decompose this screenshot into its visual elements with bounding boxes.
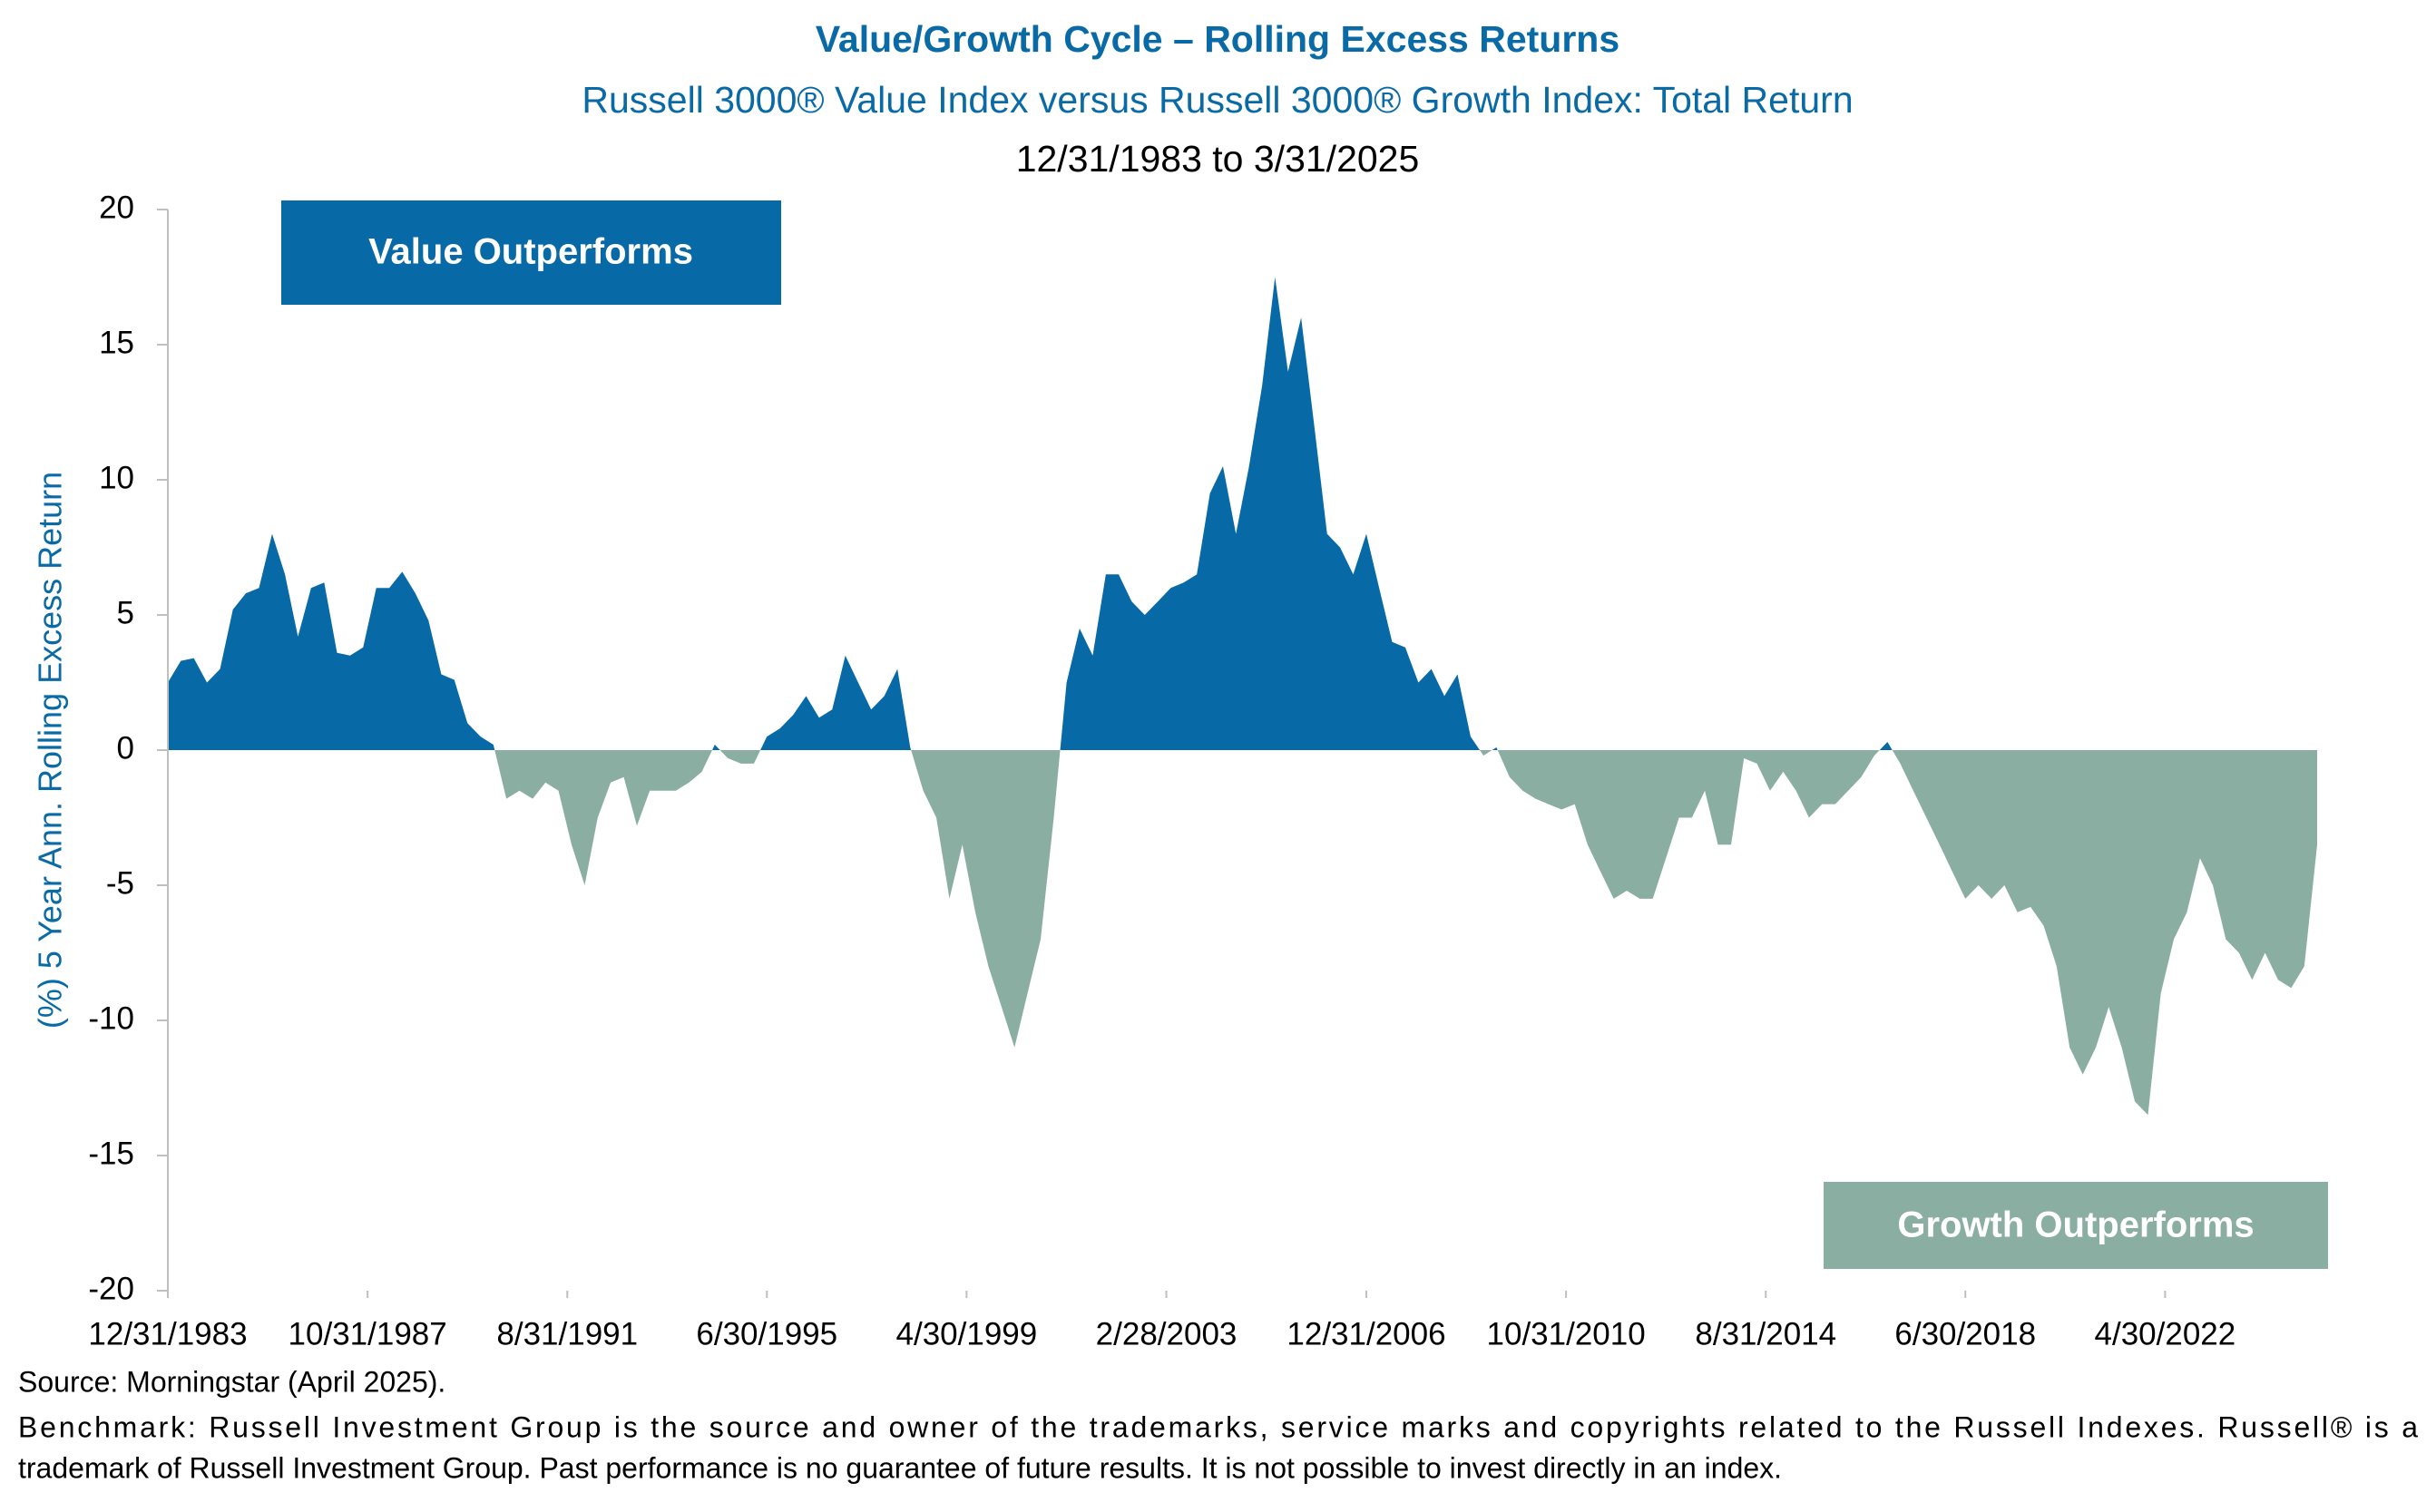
- x-tick-label: 2/28/2003: [1096, 1316, 1238, 1351]
- area-positive: [168, 277, 2317, 750]
- chart-subtitle: Russell 3000® Value Index versus Russell…: [582, 79, 1853, 121]
- y-tick-label: 20: [99, 190, 134, 225]
- chart-title: Value/Growth Cycle – Rolling Excess Retu…: [816, 18, 1619, 60]
- x-tick-label: 6/30/1995: [696, 1316, 837, 1351]
- y-tick-label: -5: [106, 865, 134, 901]
- x-tick-label: 8/31/2014: [1695, 1316, 1836, 1351]
- x-tick-label: 4/30/2022: [2095, 1316, 2236, 1351]
- annotation-box: [281, 200, 781, 305]
- y-tick-label: -20: [88, 1271, 134, 1306]
- y-tick-label: 0: [117, 730, 134, 766]
- x-tick-label: 12/31/2006: [1286, 1316, 1445, 1351]
- annotation-box: [1824, 1182, 2328, 1269]
- x-tick-label: 6/30/2018: [1894, 1316, 2036, 1351]
- footnote: trademark of Russell Investment Group. P…: [18, 1451, 1782, 1484]
- date-range: 12/31/1983 to 3/31/2025: [1016, 138, 1420, 180]
- y-tick-label: 15: [99, 325, 134, 360]
- y-tick-label: 5: [117, 595, 134, 630]
- footnote: Benchmark: Russell Investment Group is t…: [18, 1410, 2418, 1443]
- y-tick-label: -10: [88, 1000, 134, 1036]
- y-tick-label: -15: [88, 1136, 134, 1171]
- x-tick-label: 10/31/1987: [289, 1316, 447, 1351]
- x-tick-label: 10/31/2010: [1487, 1316, 1646, 1351]
- y-tick-label: 10: [99, 460, 134, 495]
- annotation: Growth Outperforms: [1897, 1205, 2254, 1245]
- y-axis-label: (%) 5 Year Ann. Rolling Excess Return: [32, 472, 69, 1029]
- x-tick-label: 12/31/1983: [88, 1316, 247, 1351]
- footnote: Source: Morningstar (April 2025).: [18, 1365, 445, 1398]
- x-tick-label: 4/30/1999: [896, 1316, 1038, 1351]
- x-tick-label: 8/31/1991: [496, 1316, 638, 1351]
- annotation: Value Outperforms: [368, 232, 693, 272]
- area-negative: [168, 750, 2317, 1116]
